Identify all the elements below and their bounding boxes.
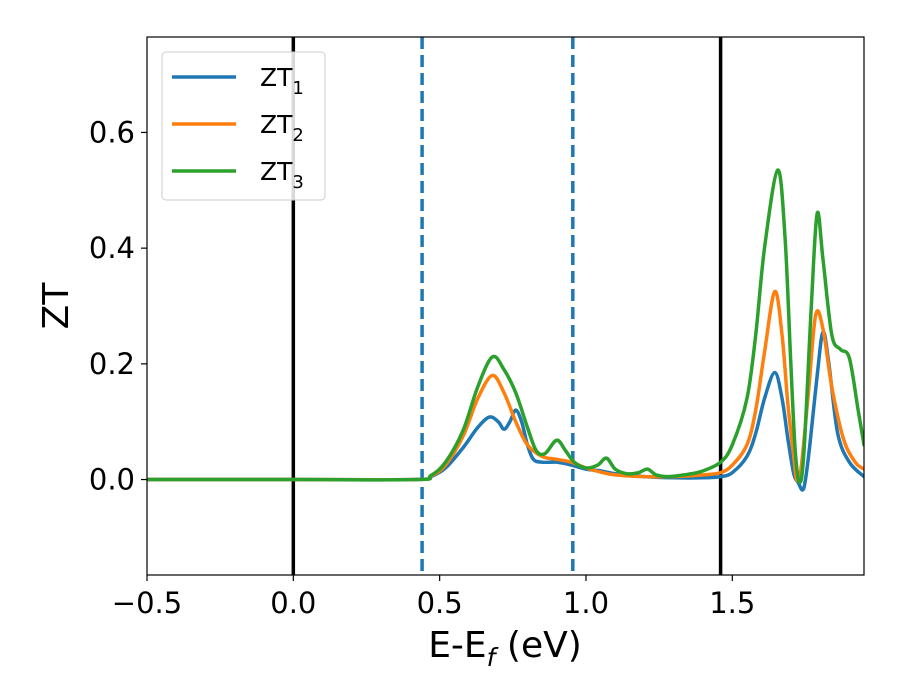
y-axis-label: ZT [36,282,77,330]
y-tick-label: 0.0 [89,463,135,497]
legend-label-zt1: ZT1 [260,63,304,99]
legend-label-zt3: ZT3 [260,157,304,193]
y-axis-ticks: 0.0 0.2 0.4 0.6 [89,115,147,497]
plot-frame [146,36,865,576]
x-axis-ticks: −0.5 0.0 0.5 1.0 1.5 [112,575,755,620]
legend-label-zt2: ZT2 [260,110,304,146]
x-tick-label: 1.5 [709,586,755,620]
series-line-zt3 [147,168,864,485]
y-tick-label: 0.2 [89,347,135,381]
legend: ZT1 ZT2 ZT3 [161,51,326,201]
x-tick-label: −0.5 [112,586,182,620]
x-axis-label: E-Ef (eV) [428,625,582,672]
y-tick-label: 0.4 [89,231,135,265]
series-lines [147,168,864,492]
x-tick-label: 1.0 [563,586,609,620]
y-tick-label: 0.6 [89,115,135,149]
x-tick-label: 0.5 [417,586,463,620]
x-tick-label: 0.0 [270,586,316,620]
legend-box [161,51,326,201]
